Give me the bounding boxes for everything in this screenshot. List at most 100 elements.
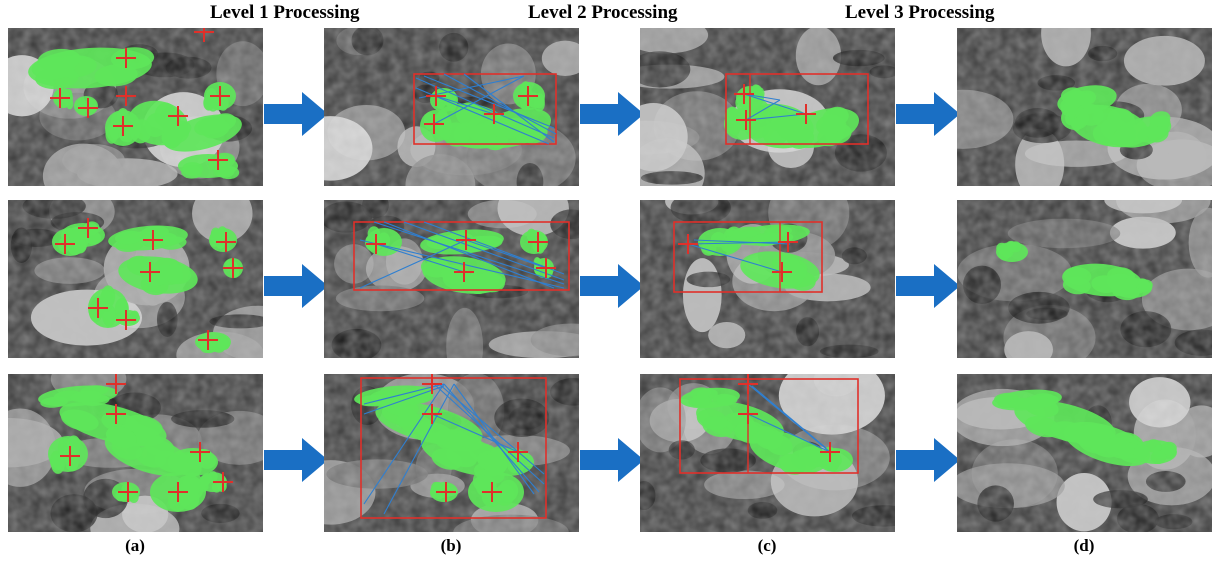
seed-point-marker [734,84,754,104]
seed-point-marker [482,482,502,502]
segmentation-region [74,96,98,116]
seed-point-marker [508,442,528,462]
bounding-box [673,221,823,293]
title-level-1: Level 1 Processing [210,2,360,23]
connection-lines [687,239,791,273]
seed-point-marker [426,86,446,106]
panel-row-2-col-b [324,200,579,358]
seed-point-marker [518,86,538,106]
segmentation-region [1061,104,1089,132]
seed-point-marker [424,114,444,134]
mri-slice-image [640,374,895,532]
seed-point-marker [422,404,442,424]
segmentation-region [168,448,218,477]
panel-row-2-col-a [8,200,263,358]
seed-point-marker [50,88,70,108]
segmentation-region [1112,111,1172,148]
seed-point-marker [118,482,138,502]
seed-point-marker [738,404,758,424]
seed-point-marker [422,374,442,394]
seed-point-marker [168,106,188,126]
segmentation-region [209,226,237,252]
bounding-box [360,377,547,519]
seed-point-marker [796,104,816,124]
segmentation-region [161,113,242,152]
mri-slice-image [8,28,263,186]
seed-point-marker [678,234,698,254]
seed-point-marker [366,234,386,254]
segmentation-region [1112,276,1153,298]
segmentation-region [1133,439,1177,465]
seed-point-marker [213,472,233,492]
seed-point-marker [194,28,214,42]
flow-arrow-icon [896,92,960,136]
seed-point-marker [140,262,160,282]
mri-slice-image [957,200,1212,358]
seed-point-marker [116,86,136,106]
seed-point-marker [210,86,230,106]
flow-arrow-icon [264,92,328,136]
column-label-c: (c) [757,536,777,555]
segmentation-region [52,226,88,256]
flow-arrow-icon [580,438,644,482]
seed-point-marker [143,230,163,250]
mri-slice-image [957,28,1212,186]
bounding-box [725,73,869,145]
mri-slice-image [8,200,263,358]
bounding-box [353,221,570,291]
seed-point-marker [55,234,75,254]
flow-arrow-icon [264,264,328,308]
seed-point-marker [198,330,218,350]
mri-slice-image [640,200,895,358]
seed-point-marker [436,482,456,502]
segmentation-region [195,332,231,354]
column-label-a: (a) [125,536,145,555]
seed-point-marker [820,442,840,462]
panel-row-3-col-c [640,374,895,532]
flow-arrow-icon [580,264,644,308]
seed-point-marker [190,442,210,462]
segmentation-region [118,255,198,296]
flow-arrow-icon [896,264,960,308]
connection-lines [363,383,545,515]
column-label-d: (d) [1073,536,1095,555]
seed-point-marker [60,446,80,466]
panel-row-1-col-b [324,28,579,186]
seed-point-marker [106,404,126,424]
mri-slice-image [640,28,895,186]
segmentation-region [680,387,740,409]
seed-point-marker [216,232,236,252]
seed-point-marker [772,262,792,282]
connection-lines [747,383,831,453]
mri-slice-image [8,374,263,532]
seed-point-marker [484,104,504,124]
segmentation-region [48,435,88,474]
panel-row-3-col-a [8,374,263,532]
seed-point-marker [106,374,126,394]
seed-point-marker [168,482,188,502]
panel-row-2-col-d [957,200,1212,358]
panel-row-1-col-d [957,28,1212,186]
seed-point-marker [116,48,136,68]
seed-point-marker [736,110,756,130]
column-label-b: (b) [440,536,462,555]
seed-point-marker [88,298,108,318]
seed-point-marker [536,258,556,278]
panel-row-3-col-d [957,374,1212,532]
seed-point-marker [78,98,98,118]
flow-arrow-icon [580,92,644,136]
segmentation-region [108,225,188,252]
bounding-box [679,378,859,474]
seed-point-marker [78,218,98,238]
mri-slice-image [324,28,579,186]
flow-arrow-icon [264,438,328,482]
mri-slice-image [324,374,579,532]
segmentation-region [996,240,1028,262]
mri-slice-image [957,374,1212,532]
seed-point-marker [778,232,798,252]
title-level-2: Level 2 Processing [528,2,678,23]
seed-point-marker [208,150,228,170]
seed-point-marker [738,374,758,394]
bounding-box [413,73,557,145]
mri-slice-image [324,200,579,358]
